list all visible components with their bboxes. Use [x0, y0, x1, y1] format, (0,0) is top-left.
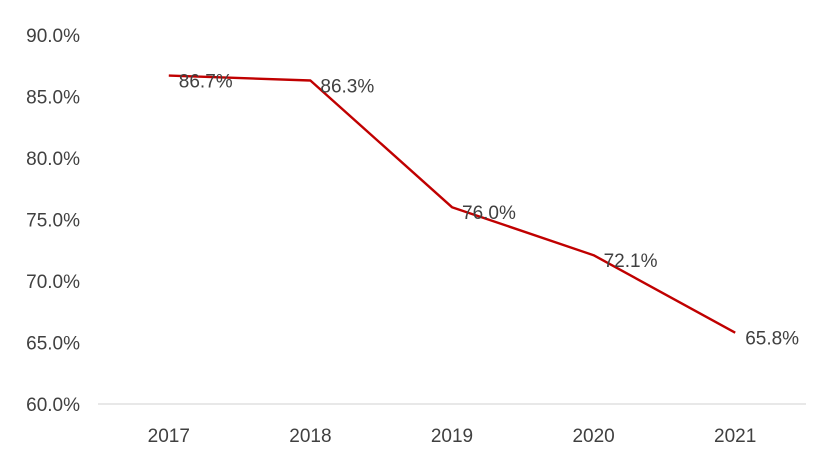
data-label: 86.3% — [320, 77, 374, 98]
y-tick-label: 70.0% — [26, 272, 80, 293]
data-labels: 86.7% 86.3% 76.0% 72.1% 65.8% — [179, 72, 799, 350]
x-tick-label: 2021 — [714, 426, 756, 447]
data-label: 65.8% — [745, 329, 799, 350]
y-tick-label: 85.0% — [26, 88, 80, 109]
series-line — [168, 74, 736, 334]
y-tick-label: 80.0% — [26, 149, 80, 170]
data-label: 76.0% — [462, 203, 516, 224]
data-label: 72.1% — [604, 251, 658, 272]
data-label: 86.7% — [179, 72, 233, 93]
y-tick-label: 65.0% — [26, 334, 80, 355]
x-tick-label: 2020 — [572, 426, 614, 447]
series-group — [168, 74, 736, 334]
y-tick-label: 60.0% — [26, 395, 80, 416]
y-axis-tick-labels: 60.0% 65.0% 70.0% 75.0% 80.0% 85.0% 90.0% — [26, 26, 80, 416]
x-tick-label: 2018 — [289, 426, 331, 447]
y-tick-label: 90.0% — [26, 26, 80, 47]
y-tick-label: 75.0% — [26, 211, 80, 232]
x-axis: 2017 2018 2019 2020 2021 — [98, 403, 806, 447]
x-tick-label: 2019 — [431, 426, 473, 447]
x-tick-label: 2017 — [148, 426, 190, 447]
